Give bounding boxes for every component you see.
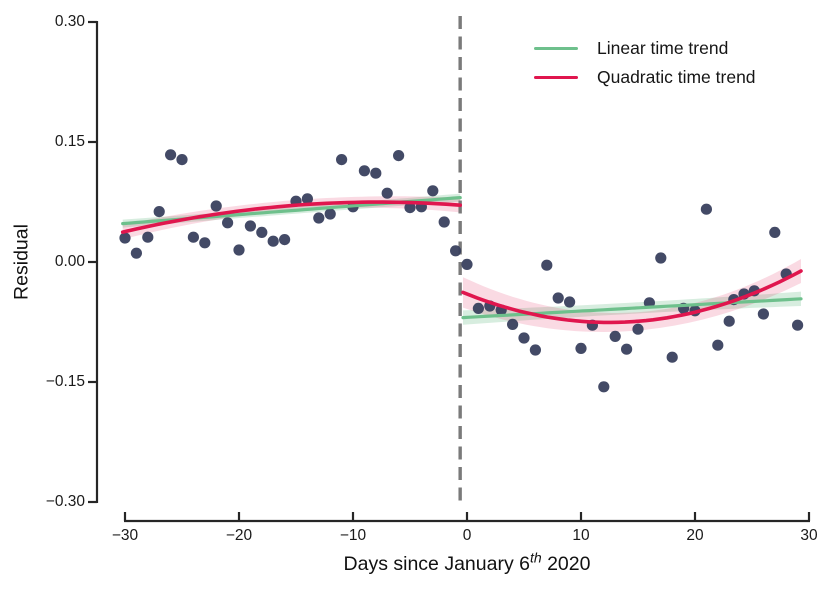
- trend-lines: [120, 196, 803, 325]
- x-tick-label: −10: [339, 527, 367, 544]
- x-tick-label: −20: [225, 527, 253, 544]
- x-tick-label: 30: [800, 527, 818, 544]
- quadratic-trend-swatch-icon: [534, 75, 578, 80]
- legend-label-quadratic: Quadratic time trend: [597, 67, 756, 87]
- legend: Linear time trend Quadratic time trend: [534, 34, 756, 92]
- x-tick-label: 10: [572, 527, 590, 544]
- x-tick-label: −30: [111, 527, 139, 544]
- x-axis-title: Days since January 6th 2020: [125, 549, 809, 576]
- axes-spines-and-ticks: [88, 20, 811, 523]
- x-tick-label: 20: [686, 527, 704, 544]
- x-axis-title-year: 2020: [541, 553, 591, 575]
- y-tick-label: 0.15: [54, 133, 85, 150]
- x-axis-title-superscript: th: [529, 549, 542, 566]
- x-axis-title-text: Days since January 6: [343, 553, 530, 575]
- y-axis-title: Residual: [10, 224, 33, 300]
- legend-item-quadratic: Quadratic time trend: [534, 63, 756, 92]
- x-tick-label: 0: [462, 527, 472, 544]
- y-tick-label: −0.30: [45, 493, 85, 510]
- linear-trend-swatch-icon: [534, 46, 578, 51]
- y-tick-label: −0.15: [45, 373, 85, 390]
- legend-item-linear: Linear time trend: [534, 34, 756, 63]
- y-tick-label: 0.30: [54, 13, 85, 30]
- legend-label-linear: Linear time trend: [597, 38, 729, 58]
- y-tick-label: 0.00: [54, 253, 85, 270]
- scatter-points: [119, 149, 804, 393]
